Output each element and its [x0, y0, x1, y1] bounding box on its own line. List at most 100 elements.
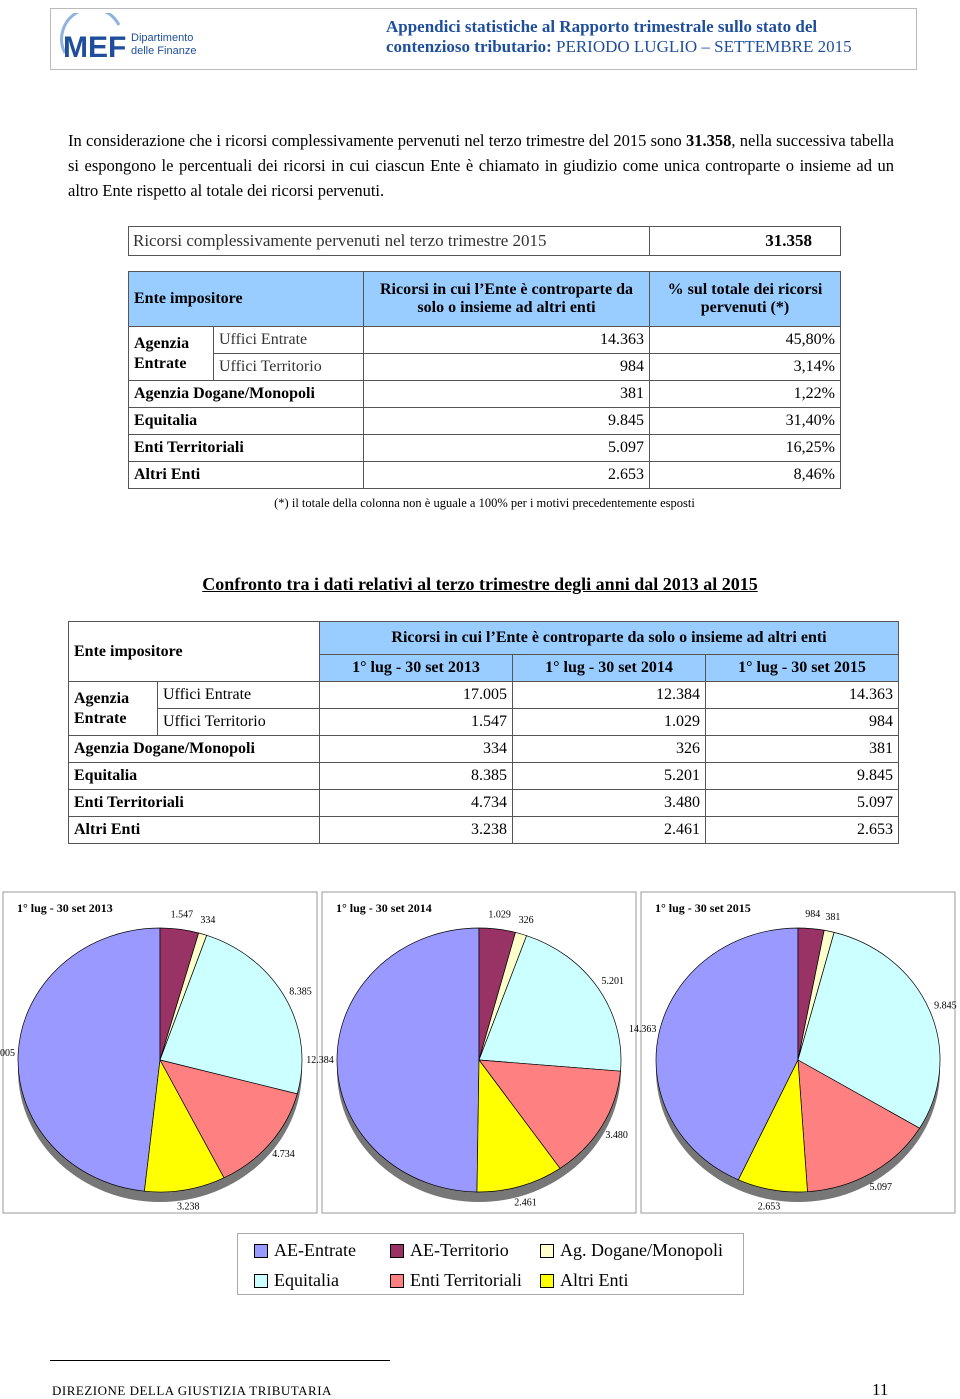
row: Uffici Territorio 1.547 1.029 984: [69, 708, 899, 736]
data-label: 2.653: [758, 1201, 781, 1212]
legend-label: Altri Enti: [560, 1270, 629, 1290]
row: Agenzia Entrate Uffici Entrate 17.005 12.38…: [68, 681, 899, 736]
intro: In considerazione che i ricorsi compless…: [68, 128, 894, 203]
table-cell: 16,25%: [649, 434, 841, 462]
data-label: 1.029: [488, 909, 511, 920]
table-cell: 381: [363, 380, 650, 408]
table-cell: 9.845: [705, 762, 899, 790]
row: Agenzia Dogane/Monopoli 334 326 381: [68, 735, 899, 763]
table-cell: 1.547: [319, 708, 513, 736]
table-cell: 1° lug - 30 set 2014: [512, 654, 706, 682]
data-label: 5.201: [601, 976, 624, 987]
table-cell: Enti Territoriali: [128, 434, 364, 462]
data-label: 9.845: [934, 1000, 957, 1011]
row: Altri Enti 2.653 8,46%: [128, 461, 841, 489]
table-cell: 1° lug - 30 set 2013: [319, 654, 513, 682]
pie-slice: [797, 931, 941, 1129]
legend-label: AE-Entrate: [274, 1240, 356, 1260]
table-cell: 14.363: [363, 326, 650, 354]
data-label: 12.384: [306, 1055, 334, 1066]
text: In considerazione che i ricorsi compless…: [68, 131, 687, 150]
header: MEF Dipartimento delle Finanze Appendici…: [50, 8, 917, 70]
table-cell: Uffici Entrate: [157, 681, 320, 709]
legend-item: Ag. Dogane/Monopoli: [540, 1240, 723, 1261]
legend-label: Ag. Dogane/Monopoli: [560, 1240, 723, 1260]
pie-slice: [797, 1059, 921, 1193]
legend-label: AE-Territorio: [410, 1240, 509, 1260]
data-label: 2.461: [514, 1197, 537, 1208]
data-label: 984: [805, 909, 820, 920]
total-box: Ricorsi complessivamente pervenuti nel t…: [128, 226, 841, 256]
data-label: 3.480: [605, 1130, 628, 1141]
legend-item: AE-Entrate: [254, 1240, 356, 1261]
table-cell: 1.029: [512, 708, 706, 736]
table-cell: 14.363: [705, 681, 899, 709]
table-cell: Ricorsi in cui l’Ente è controparte da s…: [363, 271, 650, 327]
header-row: 1° lug - 30 set 2013 1° lug - 30 set 2014…: [69, 654, 899, 682]
text: 31.358: [686, 131, 732, 150]
legend-item: Equitalia: [254, 1270, 339, 1291]
row: Equitalia 8.385 5.201 9.845: [68, 762, 899, 790]
table-cell: Altri Enti: [68, 816, 320, 844]
table-cell: Uffici Territorio: [157, 708, 320, 736]
table-cell: 31,40%: [649, 407, 841, 435]
total-value: 31.358: [765, 231, 812, 250]
legend: AE-Entrate AE-Territorio Ag. Dogane/Monopo…: [237, 1233, 744, 1295]
table-cell: Enti Territoriali: [68, 789, 320, 817]
title-line: contenzioso tributario:: [386, 37, 552, 56]
data-label: 14.363: [629, 1024, 657, 1035]
table-cell: 8,46%: [649, 461, 841, 489]
note: (*) il totale della colonna non è uguale…: [274, 496, 695, 510]
row: Uffici Territorio 984 3,14%: [129, 353, 841, 381]
table-cell: Equitalia: [68, 762, 320, 790]
table-cell: 45,80%: [649, 326, 841, 354]
table-cell: Agenzia Entrate: [128, 326, 214, 381]
heading: Confronto tra i dati relativi al terzo t…: [202, 574, 758, 594]
legend-item: AE-Territorio: [390, 1240, 509, 1261]
row: Altri Enti 3.238 2.461 2.653: [68, 816, 899, 844]
table-cell: 334: [319, 735, 513, 763]
table-cell: 381: [705, 735, 899, 763]
data-label: 8.385: [289, 987, 312, 998]
data-label: 326: [519, 915, 534, 926]
chart-title: 1° lug - 30 set 2014: [336, 901, 432, 915]
pie-slice: [737, 1058, 808, 1193]
table-cell: Ricorsi in cui l’Ente è controparte da s…: [319, 621, 899, 655]
pie-slice: [17, 927, 161, 1192]
total-label: Ricorsi complessivamente pervenuti nel t…: [133, 231, 547, 250]
row: Enti Territoriali 4.734 3.480 5.097: [68, 789, 899, 817]
table-cell: 326: [512, 735, 706, 763]
table-cell: 5.201: [512, 762, 706, 790]
title-line: PERIODO LUGLIO – SETTEMBRE 2015: [555, 37, 852, 56]
pie-slice: [478, 935, 622, 1072]
title-line: Appendici statistiche al Rapporto trimes…: [386, 17, 818, 36]
table-cell: Agenzia Dogane/Monopoli: [68, 735, 320, 763]
table-cell: 3.238: [319, 816, 513, 844]
table-cell: 2.653: [363, 461, 650, 489]
legend-label: Equitalia: [274, 1270, 339, 1290]
table-cell: 1,22%: [649, 380, 841, 408]
table-cell: 3,14%: [649, 353, 841, 381]
legend-swatch: [390, 1273, 404, 1288]
legend-swatch: [540, 1273, 554, 1288]
table-cell: 12.384: [512, 681, 706, 709]
table-cell: 2.461: [512, 816, 706, 844]
pie-slice: [478, 1059, 621, 1169]
data-label: 1.547: [171, 910, 194, 921]
data-label: 4.734: [272, 1149, 295, 1160]
data-label: 17.005: [0, 1048, 15, 1059]
table-cell: 4.734: [319, 789, 513, 817]
logo-text: MEF: [63, 31, 126, 64]
logo-line: delle Finanze: [131, 45, 196, 57]
table-cell: Ente impositore: [68, 621, 320, 682]
pie-slice: [159, 934, 303, 1095]
table-cell: 8.385: [319, 762, 513, 790]
table-cell: % sul totale dei ricorsi pervenuti (*): [649, 271, 841, 327]
data-label: 5.097: [870, 1182, 893, 1193]
table-cell: 2.653: [705, 816, 899, 844]
data-label: 334: [200, 915, 215, 926]
logo-line: Dipartimento: [131, 32, 193, 44]
header-row: Ente impositore Ricorsi in cui l’Ente è c…: [68, 621, 899, 682]
legend-swatch: [254, 1273, 268, 1288]
